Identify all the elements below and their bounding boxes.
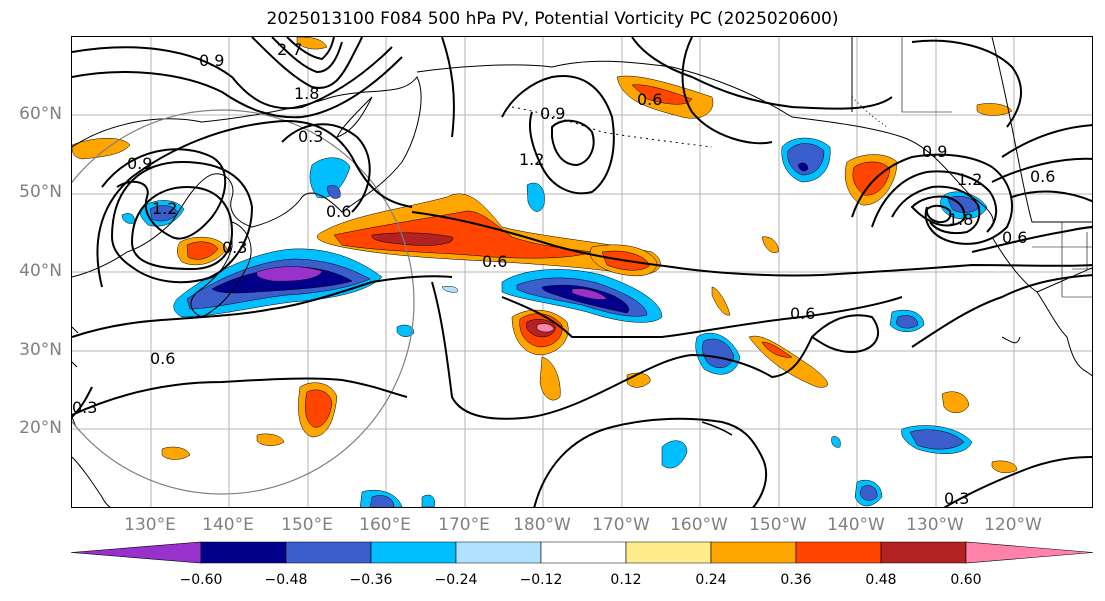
colorbar-swatch bbox=[455, 541, 542, 564]
contour-label: 1.2 bbox=[519, 150, 544, 169]
contour-label: 1.2 bbox=[152, 199, 177, 218]
lon-label: 170°W bbox=[592, 515, 650, 535]
colorbar-swatch bbox=[880, 541, 967, 564]
contour-label: 0.3 bbox=[298, 127, 323, 146]
colorbar-tick-label: 0.24 bbox=[695, 572, 727, 588]
colorbar-swatch bbox=[285, 541, 372, 564]
contour-label: 0.3 bbox=[944, 489, 969, 508]
projection-circle bbox=[72, 109, 415, 495]
colorbar-swatch bbox=[70, 541, 202, 564]
lon-label: 120°W bbox=[984, 515, 1042, 535]
lon-label: 160°W bbox=[670, 515, 728, 535]
colorbar-tick-label: −0.24 bbox=[434, 572, 478, 588]
colorbar-tick-label: 0.12 bbox=[610, 572, 642, 588]
contour-label: 1.8 bbox=[294, 84, 319, 103]
colorbar-swatch bbox=[540, 541, 627, 564]
colorbar-tick-label: −0.12 bbox=[519, 572, 563, 588]
colorbar-tick-label: 0.36 bbox=[780, 572, 812, 588]
lat-label: 40°N bbox=[19, 261, 62, 281]
figure-title: 2025013100 F084 500 hPa PV, Potential Vo… bbox=[266, 9, 839, 29]
lon-label: 180°W bbox=[513, 515, 571, 535]
colorbar-tick-label: −0.60 bbox=[179, 572, 223, 588]
lat-label: 60°N bbox=[19, 104, 62, 124]
contour-label: 0.6 bbox=[1030, 167, 1055, 186]
colorbar-swatch bbox=[710, 541, 797, 564]
colorbar-swatch bbox=[625, 541, 712, 564]
lon-label: 150°E bbox=[281, 515, 333, 535]
contour-label: 0.9 bbox=[199, 51, 224, 70]
positive-anomalies bbox=[72, 37, 1018, 474]
lon-label: 150°W bbox=[749, 515, 807, 535]
colorbar-tick-label: −0.36 bbox=[349, 572, 393, 588]
colorbar-tick-label: 0.48 bbox=[865, 572, 897, 588]
contour-label: 0.6 bbox=[482, 252, 507, 271]
contour-label: 0.6 bbox=[1002, 228, 1027, 247]
lat-label: 50°N bbox=[19, 182, 62, 202]
contour-label: 2.7 bbox=[277, 40, 302, 59]
map-panel: 0.9 2.7 1.8 0.3 0.9 1.2 0.9 0.6 0.6 0.6 … bbox=[71, 36, 1093, 508]
lon-label: 130°E bbox=[124, 515, 176, 535]
colorbar-swatch bbox=[965, 541, 1094, 564]
contour-label: 1.8 bbox=[948, 210, 973, 229]
contour-label-group: 0.9 2.7 1.8 0.3 0.9 1.2 0.9 0.6 0.6 0.6 … bbox=[72, 40, 1055, 508]
colorbar-swatch bbox=[795, 541, 882, 564]
lon-label: 140°W bbox=[827, 515, 885, 535]
colorbar-swatch bbox=[370, 541, 457, 564]
contour-label: 1.2 bbox=[957, 170, 982, 189]
lon-label: 170°E bbox=[438, 515, 490, 535]
lon-label: 140°E bbox=[202, 515, 254, 535]
lon-label: 130°W bbox=[906, 515, 964, 535]
admin-borders bbox=[901, 37, 1092, 298]
contour-label: 0.9 bbox=[922, 142, 947, 161]
colorbar bbox=[70, 541, 1095, 569]
colorbar-tick-label: −0.48 bbox=[264, 572, 308, 588]
contour-label: 0.9 bbox=[540, 104, 565, 123]
contour-label: 0.3 bbox=[222, 238, 247, 257]
lat-label: 30°N bbox=[19, 340, 62, 360]
lat-label: 20°N bbox=[19, 418, 62, 438]
contour-label: 0.6 bbox=[790, 304, 815, 323]
contour-label: 0.3 bbox=[72, 398, 97, 417]
contour-label: 0.6 bbox=[150, 349, 175, 368]
lon-label: 160°E bbox=[359, 515, 411, 535]
pv-contours bbox=[72, 37, 1092, 507]
colorbar-swatch bbox=[200, 541, 287, 564]
negative-anomalies bbox=[121, 137, 988, 507]
contour-label: 0.6 bbox=[326, 202, 351, 221]
contour-label: 0.9 bbox=[127, 154, 152, 173]
contour-label: 0.6 bbox=[637, 90, 662, 109]
map-canvas: 0.9 2.7 1.8 0.3 0.9 1.2 0.9 0.6 0.6 0.6 … bbox=[72, 37, 1092, 508]
colorbar-tick-label: 0.60 bbox=[950, 572, 982, 588]
colorbar-svg bbox=[70, 541, 1094, 564]
